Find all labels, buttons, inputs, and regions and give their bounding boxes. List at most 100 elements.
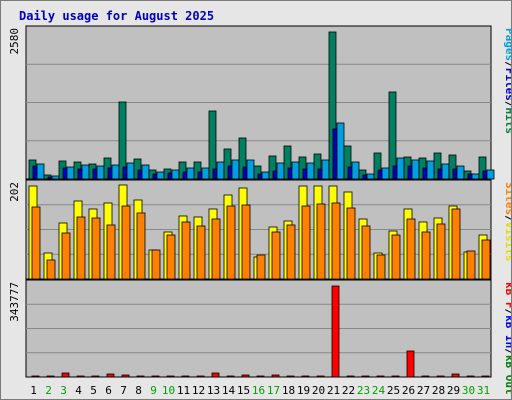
bar-sites-day-30: [466, 250, 476, 280]
x-tick-label-day-22: 22: [342, 384, 355, 397]
bar-pages-day-21: [336, 122, 345, 180]
bar-sites-day-16: [256, 254, 266, 280]
bar-hits-day-31: [478, 156, 487, 180]
bar-sites-day-8: [136, 212, 146, 280]
x-tick-label-day-25: 25: [387, 384, 400, 397]
bar-kb-f-day-1: [31, 375, 40, 378]
x-tick-label-day-15: 15: [237, 384, 250, 397]
bar-kb-f-day-3: [61, 372, 70, 378]
legend-item: /: [503, 215, 511, 222]
bar-pages-day-12: [201, 167, 210, 180]
bar-kb-f-day-28: [436, 375, 445, 378]
bar-hits-day-11: [178, 161, 187, 180]
legend-item: Sites: [503, 182, 511, 215]
bar-sites-day-14: [226, 205, 236, 280]
bar-pages-day-13: [216, 161, 225, 180]
bar-sites-day-28: [436, 223, 446, 280]
bar-pages-day-5: [96, 165, 105, 180]
x-tick-label-day-7: 7: [120, 384, 127, 397]
bar-kb-f-day-22: [346, 375, 355, 378]
x-tick-label-day-28: 28: [432, 384, 445, 397]
x-tick-label-day-10: 10: [162, 384, 175, 397]
legend-item: Pages: [503, 28, 511, 61]
panel-kbytes-legend: kB F/kB In/kB Out: [503, 282, 511, 395]
bar-kb-f-day-30: [466, 375, 475, 378]
bar-sites-day-19: [301, 205, 311, 280]
bar-sites-day-5: [91, 217, 101, 280]
x-tick-label-day-9: 9: [150, 384, 157, 397]
bar-hits-day-29: [448, 154, 457, 180]
x-tick-label-day-31: 31: [477, 384, 490, 397]
bar-pages-day-3: [66, 166, 75, 180]
bar-sites-day-13: [211, 218, 221, 280]
chart-title: Daily usage for August 2025: [19, 9, 214, 23]
bar-hits-day-22: [343, 145, 352, 180]
bar-pages-day-25: [396, 157, 405, 180]
bar-sites-day-22: [346, 207, 356, 280]
panel-visits-sites-ymax-label: 202: [8, 182, 21, 202]
bar-sites-day-29: [451, 208, 461, 280]
bar-hits-day-14: [223, 148, 232, 180]
x-tick-label-day-8: 8: [135, 384, 142, 397]
bar-hits-day-12: [193, 161, 202, 180]
bar-pages-day-11: [186, 167, 195, 180]
bar-kb-f-day-27: [421, 375, 430, 378]
x-tick-label-day-27: 27: [417, 384, 430, 397]
bar-kb-f-day-16: [256, 375, 265, 378]
bar-pages-day-18: [291, 161, 300, 180]
bar-kb-f-day-15: [241, 374, 250, 378]
bar-pages-day-2: [51, 175, 60, 180]
bar-sites-day-25: [391, 234, 401, 280]
bar-pages-day-4: [81, 164, 90, 180]
bar-pages-day-9: [156, 171, 165, 180]
bar-kb-f-day-7: [121, 374, 130, 378]
bar-hits-day-24: [373, 152, 382, 180]
x-tick-label-day-13: 13: [207, 384, 220, 397]
bar-hits-day-13: [208, 110, 217, 180]
panel-kbytes-ymax-label: 343777: [8, 282, 21, 322]
x-tick-label-day-14: 14: [222, 384, 236, 397]
bar-kb-f-day-17: [271, 374, 280, 378]
bar-sites-day-2: [46, 259, 56, 280]
x-tick-label-day-24: 24: [372, 384, 386, 397]
bar-sites-day-11: [181, 221, 191, 280]
bar-pages-day-14: [231, 159, 240, 180]
bar-pages-day-15: [246, 159, 255, 180]
bar-sites-day-9: [151, 249, 161, 280]
bar-kb-f-day-6: [106, 373, 115, 378]
bar-hits-day-18: [283, 145, 292, 180]
legend-item: Files: [503, 68, 511, 101]
bar-sites-day-6: [106, 224, 116, 280]
legend-item: Hits: [503, 108, 511, 135]
bar-sites-day-12: [196, 225, 206, 280]
bar-pages-day-23: [366, 173, 375, 180]
legend-item: kB In: [503, 315, 511, 348]
bar-kb-f-day-25: [391, 375, 400, 378]
x-tick-label-day-20: 20: [312, 384, 325, 397]
bar-hits-day-21: [328, 31, 337, 180]
x-tick-label-day-11: 11: [177, 384, 190, 397]
bar-hits-day-20: [313, 153, 322, 180]
bar-pages-day-6: [111, 164, 120, 180]
bar-pages-day-27: [426, 160, 435, 180]
panel-hits-files-pages-legend: Pages/Files/Hits: [503, 28, 511, 134]
bar-kb-f-day-18: [286, 375, 295, 378]
legend-item: kB Out: [503, 355, 511, 395]
bar-sites-day-24: [376, 254, 386, 280]
bar-pages-day-30: [471, 173, 480, 180]
bar-pages-day-20: [321, 159, 330, 180]
bar-kb-f-day-12: [196, 375, 205, 378]
x-tick-label-day-17: 17: [267, 384, 280, 397]
legend-item: /: [503, 61, 511, 68]
bar-sites-day-3: [61, 232, 71, 280]
legend-item: kB F: [503, 282, 511, 309]
x-tick-label-day-12: 12: [192, 384, 205, 397]
bar-hits-day-7: [118, 101, 127, 180]
bar-kb-f-day-4: [76, 375, 85, 378]
bar-kb-f-day-9: [151, 375, 160, 378]
bar-sites-day-18: [286, 224, 296, 280]
bar-kb-f-day-20: [316, 375, 325, 378]
bar-pages-day-19: [306, 162, 315, 180]
legend-item: /: [503, 309, 511, 316]
